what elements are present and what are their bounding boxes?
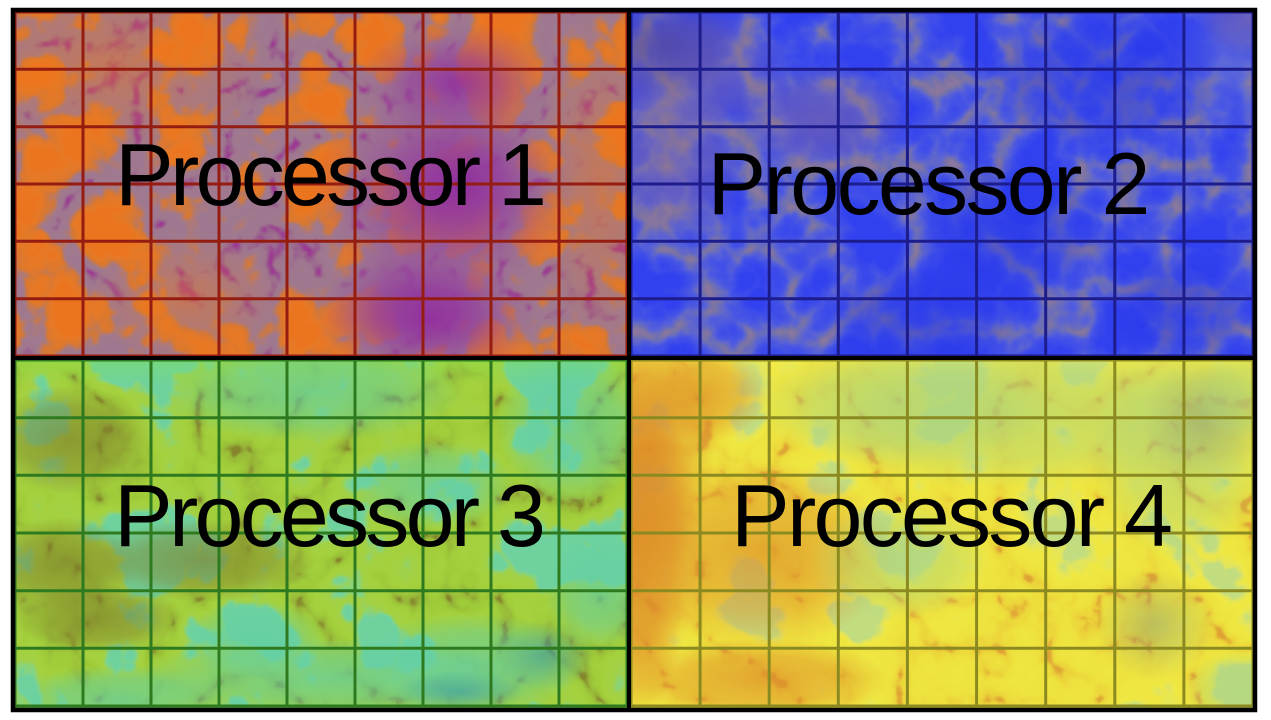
svg-text:Processor 4: Processor 4 <box>731 466 1173 565</box>
svg-text:Processor 3: Processor 3 <box>114 466 546 565</box>
svg-text:Processor 1: Processor 1 <box>115 125 547 224</box>
svg-text:Processor 2: Processor 2 <box>708 134 1151 233</box>
